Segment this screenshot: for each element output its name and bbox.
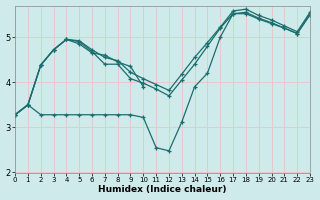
X-axis label: Humidex (Indice chaleur): Humidex (Indice chaleur): [98, 185, 227, 194]
